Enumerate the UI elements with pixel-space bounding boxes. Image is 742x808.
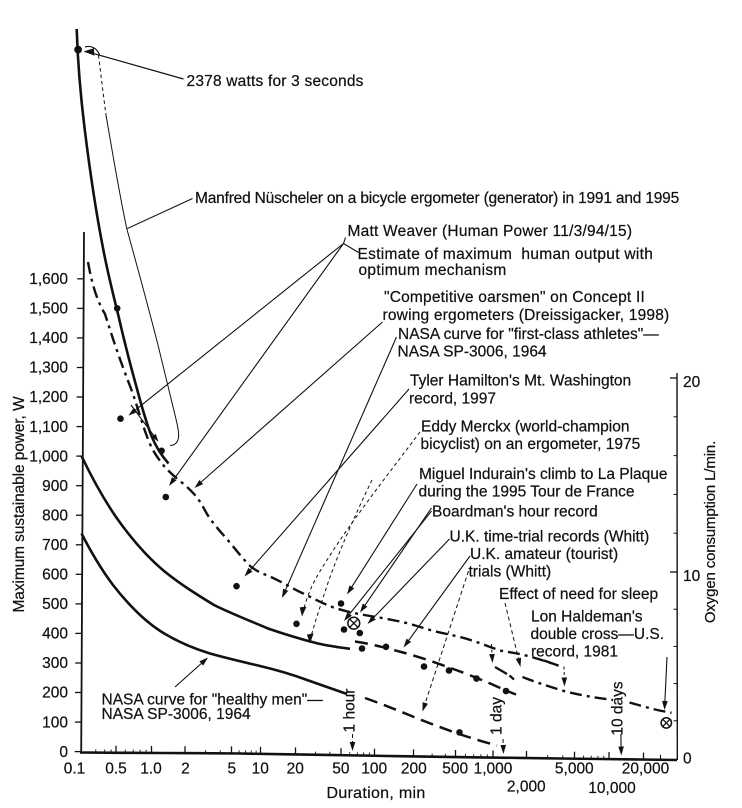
- svg-text:double cross—U.S.: double cross—U.S.: [531, 626, 665, 643]
- svg-text:100: 100: [361, 761, 387, 778]
- svg-text:NASA curve for "healthy men"—: NASA curve for "healthy men"—: [102, 692, 324, 709]
- svg-text:10: 10: [683, 568, 701, 585]
- svg-text:500: 500: [442, 761, 468, 778]
- svg-text:1,500: 1,500: [29, 301, 68, 318]
- svg-text:0.1: 0.1: [64, 761, 86, 778]
- svg-text:1,000: 1,000: [474, 761, 513, 778]
- svg-text:during the 1995 Tour de France: during the 1995 Tour de France: [419, 484, 635, 501]
- svg-text:800: 800: [42, 507, 68, 524]
- svg-text:Eddy Merckx (world-champion: Eddy Merckx (world-champion: [421, 419, 629, 436]
- svg-text:2: 2: [181, 761, 190, 778]
- svg-text:0.5: 0.5: [105, 761, 127, 778]
- svg-text:record, 1981: record, 1981: [531, 644, 618, 661]
- svg-text:Maximum sustainable power, W: Maximum sustainable power, W: [11, 396, 28, 612]
- svg-text:Matt Weaver (Human Power 11/3/: Matt Weaver (Human Power 11/3/94/15): [348, 223, 633, 240]
- svg-text:10: 10: [252, 761, 270, 778]
- svg-text:Lon Haldeman's: Lon Haldeman's: [531, 609, 643, 626]
- svg-text:300: 300: [42, 655, 68, 672]
- svg-text:NASA curve for "first-class at: NASA curve for "first-class athletes"—: [398, 326, 659, 343]
- svg-text:record, 1997: record, 1997: [409, 391, 496, 408]
- svg-text:Effect of need for sleep: Effect of need for sleep: [499, 586, 658, 603]
- svg-text:5: 5: [227, 761, 236, 778]
- svg-text:Oxygen consumption L/min.: Oxygen consumption L/min.: [702, 441, 719, 623]
- svg-text:trials (Whitt): trials (Whitt): [469, 564, 552, 581]
- svg-text:500: 500: [42, 596, 68, 613]
- svg-text:Estimate of maximum human out: Estimate of maximum human output with: [358, 246, 654, 263]
- svg-text:100: 100: [42, 714, 68, 731]
- svg-text:600: 600: [42, 567, 68, 584]
- svg-text:0: 0: [683, 751, 692, 768]
- svg-text:1,300: 1,300: [29, 360, 68, 377]
- svg-text:10,000: 10,000: [588, 780, 636, 797]
- svg-text:50: 50: [332, 761, 350, 778]
- svg-text:1,600: 1,600: [29, 271, 68, 288]
- svg-text:1,000: 1,000: [29, 448, 68, 465]
- svg-text:U.K. time-trial records (Whitt: U.K. time-trial records (Whitt): [450, 529, 650, 546]
- svg-text:U.K. amateur (tourist): U.K. amateur (tourist): [470, 546, 618, 563]
- svg-text:Manfred Nüscheler on a bicycle: Manfred Nüscheler on a bicycle ergometer…: [195, 190, 679, 207]
- svg-text:1,100: 1,100: [29, 419, 68, 436]
- svg-text:200: 200: [401, 761, 427, 778]
- svg-text:1,400: 1,400: [29, 330, 68, 347]
- svg-text:900: 900: [42, 478, 68, 495]
- svg-text:"Competitive oarsmen" on Conce: "Competitive oarsmen" on Concept II: [384, 289, 645, 306]
- svg-text:2,000: 2,000: [507, 779, 546, 796]
- svg-text:1.0: 1.0: [140, 761, 162, 778]
- svg-text:Miguel Indurain's climb to La: Miguel Indurain's climb to La Plaque: [419, 466, 668, 483]
- svg-text:Duration, min: Duration, min: [326, 785, 425, 802]
- svg-text:1 hour: 1 hour: [342, 689, 359, 733]
- svg-text:0: 0: [59, 744, 68, 761]
- svg-text:Boardman's hour record: Boardman's hour record: [432, 504, 598, 521]
- svg-text:700: 700: [42, 537, 68, 554]
- svg-text:200: 200: [42, 685, 68, 702]
- svg-text:NASA SP-3006, 1964: NASA SP-3006, 1964: [102, 706, 251, 723]
- svg-text:10 days: 10 days: [610, 681, 627, 736]
- svg-text:5,000: 5,000: [555, 761, 594, 778]
- svg-text:optimum mechanism: optimum mechanism: [359, 262, 507, 279]
- svg-text:1,200: 1,200: [29, 389, 68, 406]
- svg-text:NASA SP-3006, 1964: NASA SP-3006, 1964: [398, 344, 547, 361]
- svg-text:bicyclist) on an ergometer, 19: bicyclist) on an ergometer, 1975: [421, 436, 641, 453]
- svg-text:20: 20: [287, 761, 305, 778]
- svg-text:Tyler Hamilton's Mt. Washingto: Tyler Hamilton's Mt. Washington: [410, 373, 631, 390]
- svg-text:400: 400: [42, 626, 68, 643]
- svg-text:20: 20: [683, 374, 701, 391]
- svg-text:20,000: 20,000: [622, 761, 670, 778]
- svg-text:2378 watts for 3 seconds: 2378 watts for 3 seconds: [187, 73, 364, 90]
- svg-text:1 day: 1 day: [489, 697, 506, 735]
- svg-text:rowing ergometers (Dreissigack: rowing ergometers (Dreissigacker, 1998): [383, 307, 670, 324]
